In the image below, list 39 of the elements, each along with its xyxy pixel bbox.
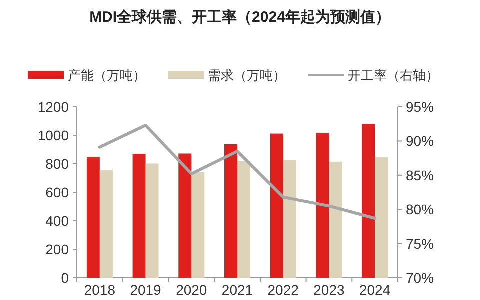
y2-tick-label: 80% (406, 202, 434, 218)
x-tick-label: 2020 (176, 282, 208, 298)
bar (375, 157, 388, 278)
bar (132, 154, 146, 278)
bar (146, 164, 159, 278)
y-tick-label: 800 (46, 156, 70, 172)
y2-tick-label: 95% (406, 99, 434, 115)
legend-label: 产能（万吨） (68, 68, 146, 83)
chart-title: MDI全球供需、开工率（2024年起为预测值） (90, 8, 390, 26)
y-tick-label: 600 (46, 184, 70, 200)
y2-tick-label: 90% (406, 133, 434, 150)
legend-label: 需求（万吨） (208, 68, 286, 83)
y-tick-label: 400 (46, 213, 70, 229)
bar (178, 154, 192, 278)
y-tick-label: 200 (46, 242, 70, 258)
x-tick-label: 2024 (359, 282, 391, 298)
line-series (98, 124, 377, 220)
bar (316, 133, 330, 278)
bar (283, 160, 296, 278)
y-tick-label: 1000 (38, 128, 70, 144)
x-tick-label: 2023 (314, 282, 345, 298)
bar (192, 172, 205, 278)
x-tick-label: 2021 (222, 282, 254, 298)
x-tick-label: 2022 (268, 282, 300, 298)
x-tick-label: 2019 (130, 282, 162, 298)
bar (86, 157, 100, 278)
bar (329, 162, 342, 278)
bar (270, 134, 284, 278)
legend-label: 开工率（右轴） (348, 68, 439, 83)
y-tick-label: 1200 (38, 99, 70, 115)
y2-tick-label: 85% (406, 167, 434, 184)
y-tick-label: 0 (61, 270, 70, 286)
y2-tick-label: 70% (406, 270, 434, 286)
y2-tick-label: 75% (406, 236, 434, 252)
bar (238, 161, 250, 278)
x-tick-label: 2018 (84, 282, 116, 298)
bar (224, 144, 238, 278)
bar (362, 124, 376, 278)
bar (100, 170, 113, 278)
